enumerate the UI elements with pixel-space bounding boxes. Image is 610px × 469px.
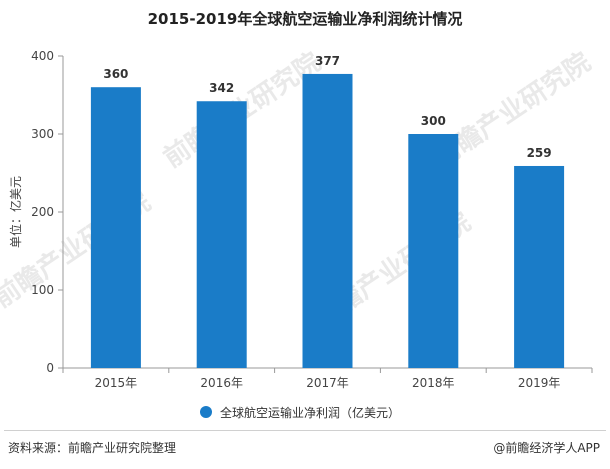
x-tick-label: 2015年 bbox=[95, 376, 138, 390]
x-tick-label: 2017年 bbox=[306, 376, 349, 390]
data-label: 342 bbox=[209, 81, 234, 95]
footer-divider bbox=[4, 430, 606, 431]
bar bbox=[408, 134, 459, 368]
y-axis-title: 单位：亿美元 bbox=[8, 176, 23, 248]
data-label: 377 bbox=[315, 54, 340, 68]
bar bbox=[514, 165, 565, 368]
y-tick-label: 300 bbox=[31, 127, 54, 141]
x-axis: 2015年 2016年 2017年 2018年 2019年 bbox=[62, 367, 593, 390]
y-tick-label: 100 bbox=[31, 283, 54, 297]
chart-title: 2015-2019年全球航空运输业净利润统计情况 bbox=[147, 10, 463, 28]
legend-marker bbox=[200, 406, 212, 418]
legend-label: 全球航空运输业净利润（亿美元） bbox=[220, 405, 400, 420]
bar bbox=[90, 87, 141, 368]
data-label: 300 bbox=[421, 114, 446, 128]
x-tick-label: 2016年 bbox=[200, 376, 243, 390]
source-note: 资料来源：前瞻产业研究院整理 bbox=[8, 441, 177, 455]
y-tick-label: 200 bbox=[31, 205, 54, 219]
data-labels: 360 342 377 300 259 bbox=[103, 54, 551, 160]
bar bbox=[196, 101, 247, 369]
x-tick-label: 2019年 bbox=[518, 376, 561, 390]
y-tick-label: 400 bbox=[31, 49, 54, 63]
y-axis: 0 100 200 300 400 bbox=[31, 49, 64, 375]
bars bbox=[90, 73, 565, 369]
data-label: 360 bbox=[103, 67, 128, 81]
data-label: 259 bbox=[527, 146, 552, 160]
x-tick-label: 2018年 bbox=[412, 376, 455, 390]
legend: 全球航空运输业净利润（亿美元） bbox=[200, 405, 400, 420]
bar bbox=[302, 73, 353, 368]
brand-credit: @前瞻经济学人APP bbox=[493, 441, 600, 455]
y-tick-label: 0 bbox=[46, 361, 54, 375]
